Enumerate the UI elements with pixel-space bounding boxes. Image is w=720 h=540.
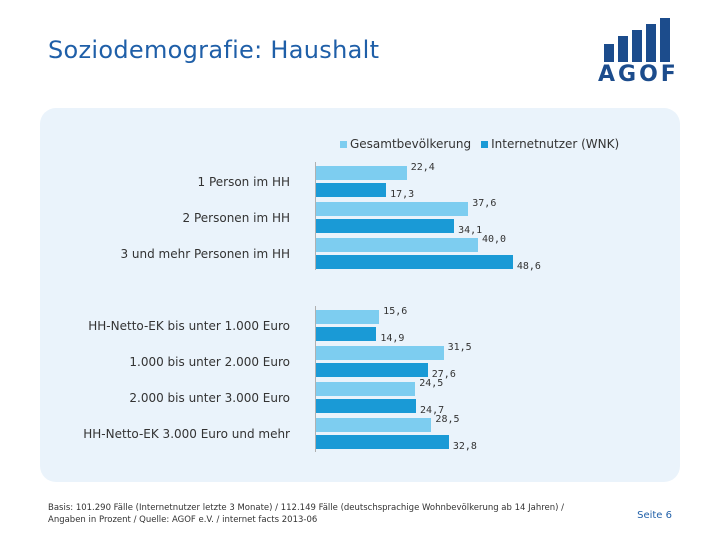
data-label-series-1: 15,6	[383, 306, 408, 317]
bar-series-1	[316, 166, 407, 180]
bar-series-2	[316, 219, 455, 233]
category-label: 1 Person im HH	[197, 175, 290, 189]
data-label-series-1: 24,5	[419, 378, 444, 389]
data-label-series-2: 32,8	[452, 441, 477, 452]
data-label-series-2: 24,7	[420, 405, 445, 416]
bar-series-1	[316, 382, 416, 396]
bar-series-1	[316, 418, 432, 432]
legend-item-series-1: Gesamtbevölkerung	[340, 137, 471, 151]
source-footnote: Basis: 101.290 Fälle (Internetnutzer let…	[48, 503, 565, 525]
category-label: HH-Netto-EK bis unter 1.000 Euro	[88, 319, 290, 333]
category-label: 3 und mehr Personen im HH	[120, 247, 290, 261]
bar-series-2	[316, 399, 417, 413]
category-label: 1.000 bis unter 2.000 Euro	[129, 355, 290, 369]
category-label: 2 Personen im HH	[182, 211, 290, 225]
agof-logo: AGOF	[598, 18, 678, 90]
data-label-series-2: 34,1	[458, 225, 483, 236]
legend-label-series-1: Gesamtbevölkerung	[350, 137, 472, 151]
legend-swatch-series-1	[340, 140, 347, 148]
chart-axis-line	[315, 306, 316, 452]
category-label: 2.000 bis unter 3.000 Euro	[129, 391, 290, 405]
bar-series-1	[316, 346, 444, 360]
bar-series-2	[316, 435, 449, 449]
category-label: HH-Netto-EK 3.000 Euro und mehr	[83, 427, 290, 441]
data-label-series-1: 40,0	[482, 234, 507, 245]
slide-title: Soziodemografie: Haushalt	[48, 36, 380, 64]
bar-chart-logo-icon	[604, 18, 670, 62]
bar-series-2	[316, 327, 377, 341]
data-label-series-1: 22,4	[410, 162, 435, 173]
legend-item-series-2: Internetnutzer (WNK)	[481, 137, 619, 151]
chart-axis-line	[315, 162, 316, 270]
data-label-series-1: 31,5	[447, 342, 472, 353]
data-label-series-1: 28,5	[435, 414, 460, 425]
data-label-series-2: 14,9	[380, 333, 405, 344]
data-label-series-2: 17,3	[390, 189, 415, 200]
bar-series-1	[316, 238, 478, 252]
data-label-series-2: 48,6	[516, 261, 541, 272]
bar-series-1	[316, 310, 380, 324]
data-label-series-1: 37,6	[472, 198, 497, 209]
bar-series-2	[316, 363, 428, 377]
legend-swatch-series-2	[481, 140, 489, 148]
data-label-series-2: 27,6	[431, 369, 456, 380]
bar-series-2	[316, 183, 387, 197]
page-number: Seite 6	[637, 510, 672, 521]
logo-text: AGOF	[598, 62, 679, 87]
chart-legend: Gesamtbevölkerung Internetnutzer (WNK)	[340, 137, 619, 151]
bar-series-2	[316, 255, 513, 269]
bar-series-1	[316, 202, 469, 216]
legend-label-series-2: Internetnutzer (WNK)	[491, 137, 620, 151]
